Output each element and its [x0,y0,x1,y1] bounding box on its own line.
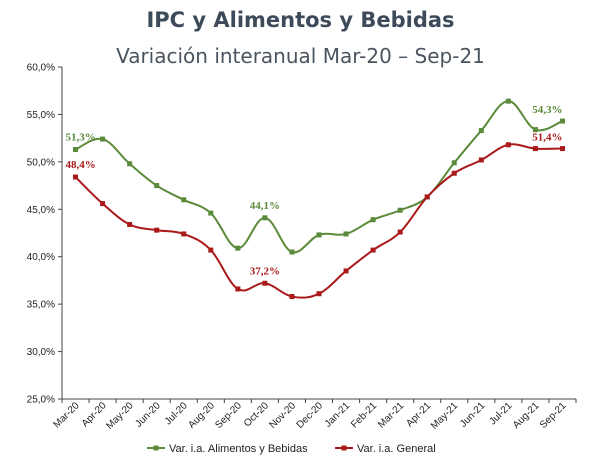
y-tick-label: 50,0% [27,157,55,168]
data-point [343,231,349,237]
data-point [289,294,295,300]
chart-title: IPC y Alimentos y Bebidas [146,8,455,32]
data-point [235,286,241,292]
x-tick-label: Jan-21 [323,400,353,430]
data-point [73,147,79,153]
x-tick-label: Jun-21 [458,400,488,430]
legend-label: Var. i.a. Alimentos y Bebidas [169,443,308,455]
x-tick-label: Nov-20 [267,400,298,431]
data-point [208,247,214,253]
data-point [316,291,322,297]
x-tick-label: Jun-20 [133,400,163,430]
data-point [73,174,79,180]
data-point [262,280,268,286]
data-point [127,161,133,167]
data-point [127,221,133,227]
data-point [532,127,538,133]
data-point [559,118,565,124]
chart-subtitle: Variación interanual Mar-20 – Sep-21 [116,44,485,68]
data-point [100,136,106,142]
x-tick-label: Sep-20 [213,400,244,431]
x-tick-label: May-21 [429,400,461,432]
data-point [343,268,349,274]
y-tick-label: 55,0% [27,110,55,121]
data-point [181,197,187,203]
y-tick-label: 45,0% [27,205,55,216]
x-tick-label: Aug-21 [511,400,542,431]
data-point [424,194,430,200]
data-point [370,247,376,253]
data-point [289,249,295,255]
data-label: 54,3% [532,104,562,116]
y-tick-label: 25,0% [27,395,55,406]
x-tick-label: Feb-21 [349,400,379,430]
data-point [370,217,376,223]
legend-marker [341,445,347,451]
data-point [478,128,484,134]
data-point [397,229,403,235]
data-label: 44,1% [250,200,280,212]
x-tick-label: Mar-21 [376,400,406,430]
data-point [262,215,268,221]
data-point [559,146,565,152]
data-label: 37,2% [250,265,280,277]
data-point [451,170,457,176]
y-tick-label: 30,0% [27,347,55,358]
x-tick-label: Aug-20 [186,400,217,431]
legend-marker [153,445,159,451]
x-tick-label: Mar-20 [51,400,81,430]
y-tick-label: 60,0% [27,63,55,74]
data-label: 51,3% [66,132,96,144]
x-tick-label: May-20 [104,400,136,432]
data-point [154,227,160,233]
series-line-general [74,143,563,299]
x-tick-label: Oct-20 [242,400,271,429]
data-point [154,183,160,189]
data-point [235,245,241,251]
data-point [478,157,484,163]
data-point [532,146,538,152]
data-point [316,232,322,238]
x-tick-label: Sep-21 [538,400,569,431]
x-tick-label: Dec-20 [295,400,326,431]
data-point [100,201,106,207]
data-point [397,207,403,213]
data-point [208,210,214,216]
data-label: 51,4% [532,132,562,144]
data-label: 48,4% [66,159,96,171]
data-point [451,160,457,166]
data-point [505,98,511,104]
data-point [181,231,187,237]
y-tick-label: 35,0% [27,300,55,311]
data-point [505,142,511,148]
y-tick-label: 40,0% [27,252,55,263]
legend-label: Var. i.a. General [357,443,436,455]
